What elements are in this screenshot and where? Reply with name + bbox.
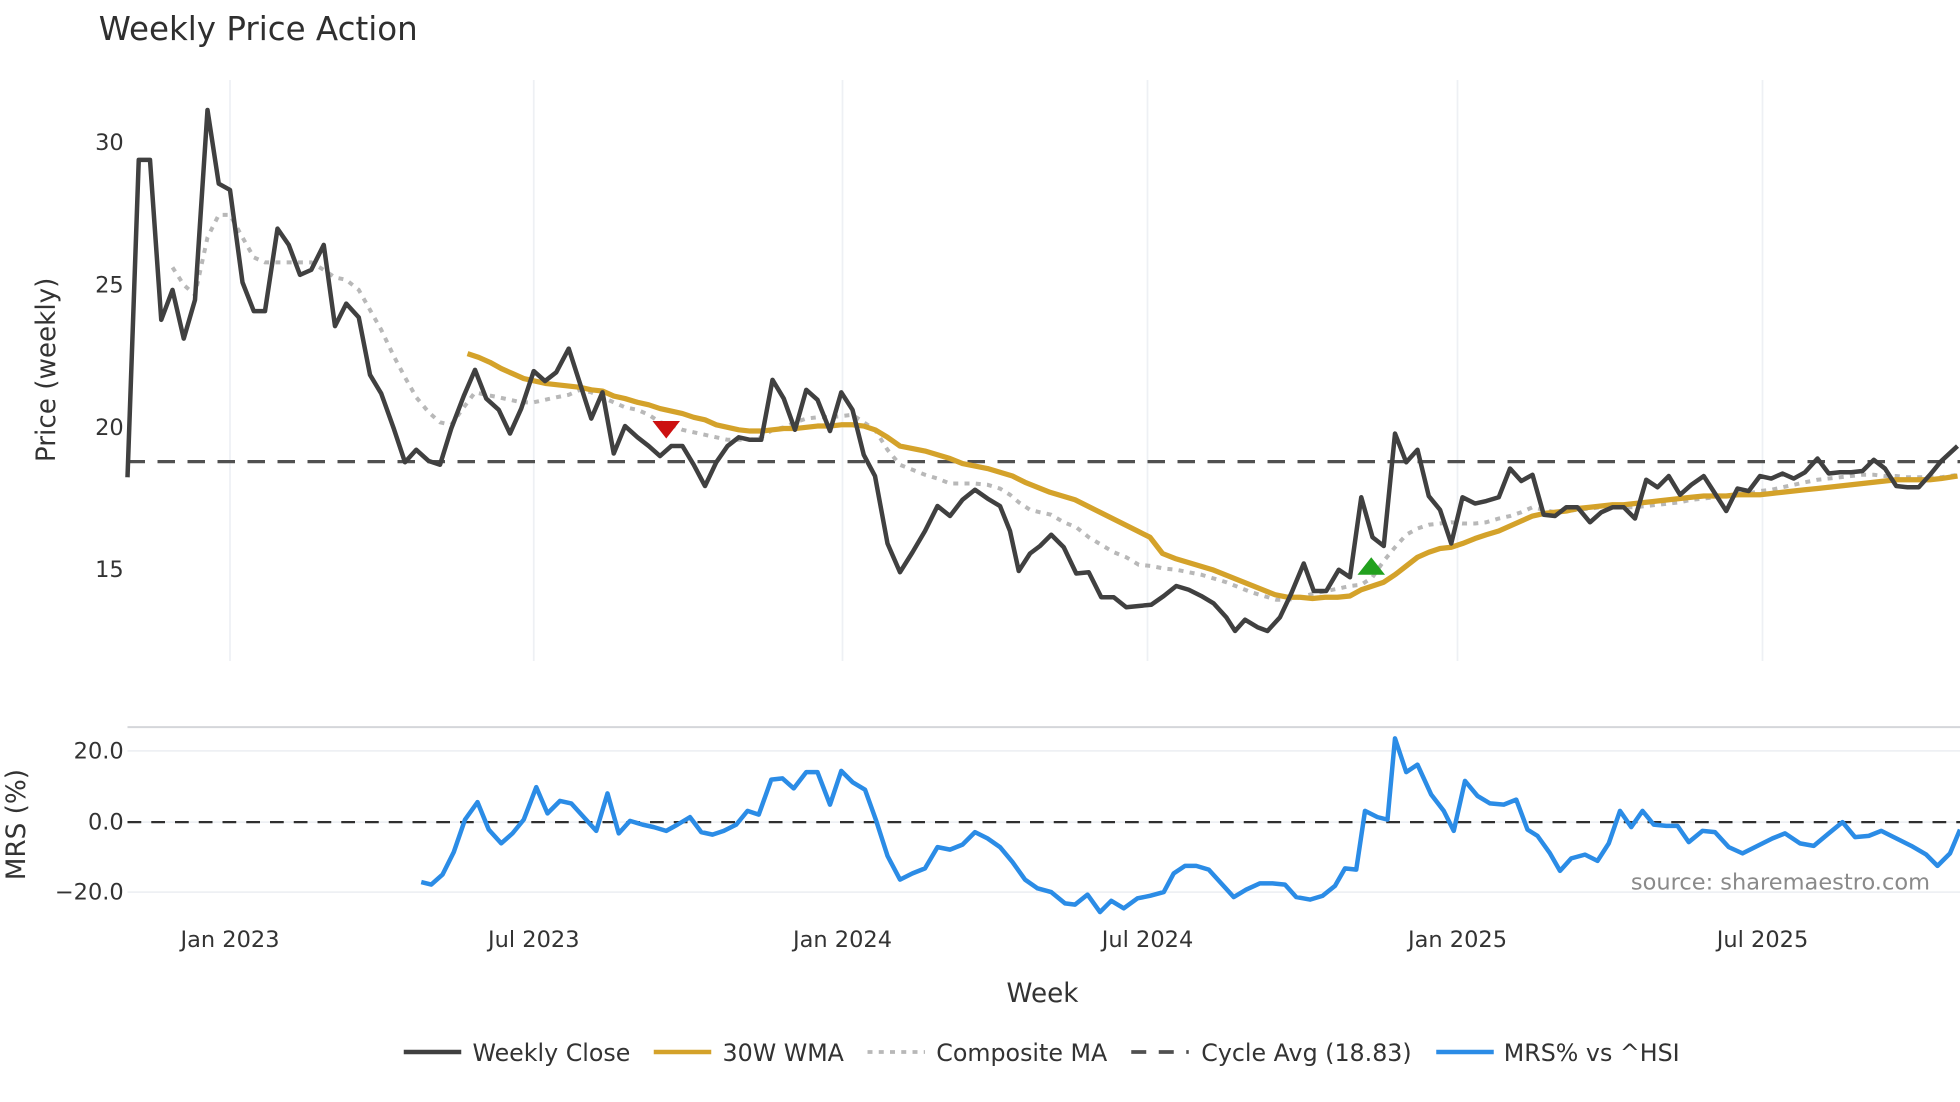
legend-label: Weekly Close [473, 1039, 631, 1067]
x-tick-jan-2023: Jan 2023 [178, 927, 279, 953]
price-y-axis-label: Price (weekly) [32, 278, 62, 463]
price-y-tick: 20 [95, 415, 124, 441]
wma-30w-line [466, 351, 1958, 602]
price-y-tick: 30 [95, 130, 124, 156]
chart-title: Weekly Price Action [99, 10, 418, 48]
x-tick-jan-2025: Jan 2025 [1406, 927, 1507, 953]
sell-signal-marker [652, 421, 680, 439]
x-axis-label: Week [1007, 979, 1080, 1009]
legend: Weekly Close 30W WMA Composite MA Cycle … [403, 1039, 1680, 1067]
legend-label: 30W WMA [723, 1039, 845, 1067]
legend-item-cycle-avg[interactable]: Cycle Avg (18.83) [1131, 1039, 1412, 1067]
mrs-line [420, 736, 1960, 915]
weekly-close-line [125, 107, 1960, 634]
legend-item-30w-wma[interactable]: 30W WMA [653, 1039, 845, 1067]
x-tick-jul-2023: Jul 2023 [486, 927, 580, 953]
x-tick-jul-2025: Jul 2025 [1715, 927, 1809, 953]
legend-item-composite-ma[interactable]: Composite MA [867, 1039, 1108, 1067]
price-y-tick: 25 [95, 272, 124, 298]
mrs-y-tick: −20.0 [55, 880, 124, 906]
mrs-y-axis-label: MRS (%) [2, 769, 32, 880]
legend-item-weekly-close[interactable]: Weekly Close [403, 1039, 631, 1067]
legend-label: MRS% vs ^HSI [1504, 1039, 1680, 1067]
mrs-y-tick: 0.0 [88, 810, 124, 836]
mrs-y-ticks: 20.0 0.0 −20.0 [55, 738, 124, 905]
x-tick-jul-2024: Jul 2024 [1100, 927, 1194, 953]
buy-signal-marker [1357, 557, 1385, 575]
x-tick-jan-2024: Jan 2024 [791, 927, 892, 953]
x-axis-ticks: Jan 2023 Jul 2023 Jan 2024 Jul 2024 Jan … [178, 927, 1808, 953]
legend-label: Cycle Avg (18.83) [1201, 1039, 1411, 1067]
mrs-y-tick: 20.0 [74, 738, 124, 764]
price-y-ticks: 30 25 20 15 [95, 130, 124, 583]
legend-item-mrs[interactable]: MRS% vs ^HSI [1436, 1039, 1680, 1067]
legend-label: Composite MA [936, 1039, 1108, 1067]
price-panel-gridlines [229, 79, 1764, 661]
composite-ma-line [170, 212, 1958, 602]
price-y-tick: 15 [95, 557, 124, 583]
source-attribution: source: sharemaestro.com [1631, 870, 1930, 896]
